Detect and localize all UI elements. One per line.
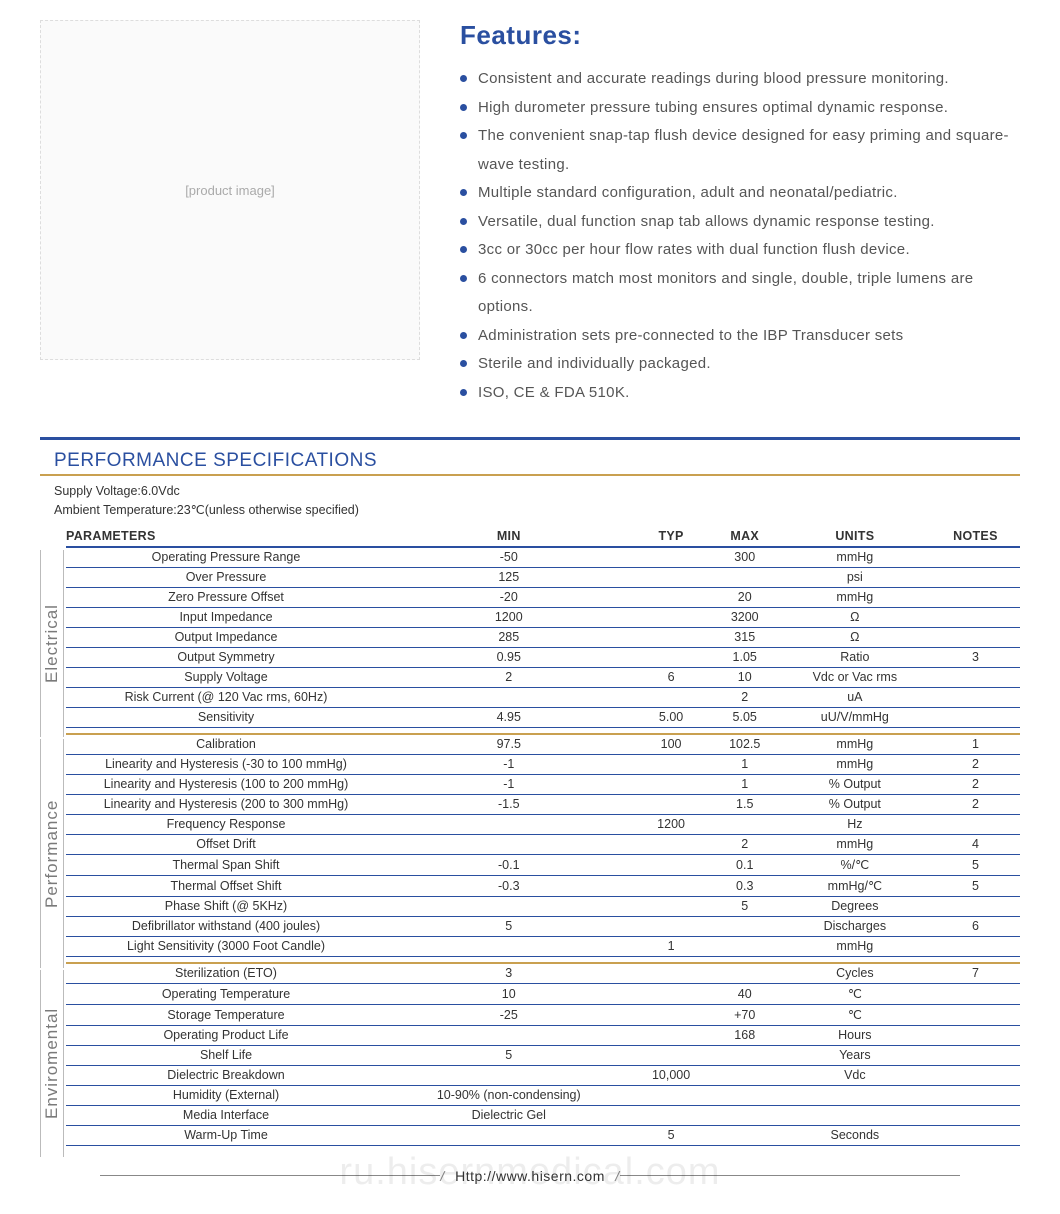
table-row: Dielectric Breakdown10,000Vdc — [66, 1065, 1020, 1085]
table-row: Zero Pressure Offset-2020mmHg — [66, 587, 1020, 607]
spec-title: PERFORMANCE SPECIFICATIONS — [40, 444, 1020, 476]
spec-section: PERFORMANCE SPECIFICATIONS Supply Voltag… — [40, 437, 1020, 1146]
group-label-performance: Performance — [40, 739, 64, 968]
features-title: Features: — [460, 20, 1020, 51]
table-row: Sensitivity4.955.005.05uU/V/mmHg — [66, 707, 1020, 727]
table-row: Media InterfaceDielectric Gel — [66, 1105, 1020, 1125]
table-row: Light Sensitivity (3000 Foot Candle)1mmH… — [66, 936, 1020, 956]
table-row: Thermal Offset Shift-0.30.3mmHg/℃5 — [66, 875, 1020, 896]
feature-item: Consistent and accurate readings during … — [460, 65, 1020, 94]
col-typ: TYP — [632, 526, 711, 547]
table-row: Shelf Life5Years — [66, 1045, 1020, 1065]
group-label-enviromental: Enviromental — [40, 970, 64, 1157]
table-row: Input Impedance12003200Ω — [66, 607, 1020, 627]
product-image: [product image] — [40, 20, 420, 360]
feature-item: Multiple standard configuration, adult a… — [460, 179, 1020, 208]
footer-line-left — [100, 1175, 440, 1176]
spec-table: PARAMETERSMINTYPMAXUNITSNOTESOperating P… — [66, 526, 1020, 1146]
table-row: Supply Voltage2610Vdc or Vac rms — [66, 667, 1020, 687]
features-block: Features: Consistent and accurate readin… — [460, 20, 1020, 407]
footer-url: Http://www.hisern.com — [455, 1168, 605, 1184]
table-row: Over Pressure125psi — [66, 567, 1020, 587]
table-row: Linearity and Hysteresis (100 to 200 mmH… — [66, 774, 1020, 794]
footer: / Http://www.hisern.com / — [40, 1164, 1020, 1214]
table-row: Phase Shift (@ 5KHz)5Degrees — [66, 896, 1020, 916]
table-row: Operating Product Life168Hours — [66, 1025, 1020, 1045]
feature-item: High durometer pressure tubing ensures o… — [460, 94, 1020, 123]
table-row: Output Impedance285315Ω — [66, 627, 1020, 647]
feature-item: Sterile and individually packaged. — [460, 350, 1020, 379]
table-row: Output Symmetry0.951.05Ratio3 — [66, 647, 1020, 667]
table-row: Linearity and Hysteresis (200 to 300 mmH… — [66, 794, 1020, 814]
col-min: MIN — [386, 526, 632, 547]
table-row: Linearity and Hysteresis (-30 to 100 mmH… — [66, 754, 1020, 774]
table-row: Humidity (External)10-90% (non-condensin… — [66, 1085, 1020, 1105]
feature-item: The convenient snap-tap flush device des… — [460, 122, 1020, 179]
feature-item: ISO, CE & FDA 510K. — [460, 379, 1020, 408]
table-row: Frequency Response1200Hz — [66, 814, 1020, 834]
table-row: Operating Temperature1040℃ — [66, 983, 1020, 1004]
col-parameters: PARAMETERS — [66, 526, 386, 547]
feature-item: 6 connectors match most monitors and sin… — [460, 265, 1020, 322]
features-list: Consistent and accurate readings during … — [460, 65, 1020, 407]
footer-slash-icon: / — [440, 1168, 444, 1184]
spec-table-wrap: ElectricalPerformanceEnviromentalPARAMET… — [40, 526, 1020, 1146]
group-label-electrical: Electrical — [40, 550, 64, 737]
table-row: Calibration97.5100102.5mmHg1 — [66, 734, 1020, 755]
table-row: Offset Drift2mmHg4 — [66, 834, 1020, 854]
table-row: Operating Pressure Range-50300mmHg — [66, 547, 1020, 568]
table-row: Risk Current (@ 120 Vac rms, 60Hz)2uA — [66, 687, 1020, 707]
col-notes: NOTES — [931, 526, 1020, 547]
footer-line-right — [620, 1175, 960, 1176]
spec-meta-voltage: Supply Voltage:6.0Vdc — [54, 482, 1020, 501]
top-section: [product image] Features: Consistent and… — [0, 0, 1060, 437]
footer-slash-icon: / — [615, 1168, 619, 1184]
spec-meta-temp: Ambient Temperature:23℃(unless otherwise… — [54, 501, 1020, 520]
table-row: Storage Temperature-25+70℃ — [66, 1004, 1020, 1025]
spec-meta: Supply Voltage:6.0Vdc Ambient Temperatur… — [40, 476, 1020, 520]
table-row: Defibrillator withstand (400 joules)5Dis… — [66, 916, 1020, 936]
table-row: Sterilization (ETO)3Cycles7 — [66, 963, 1020, 984]
feature-item: Administration sets pre-connected to the… — [460, 322, 1020, 351]
feature-item: 3cc or 30cc per hour flow rates with dua… — [460, 236, 1020, 265]
col-units: UNITS — [779, 526, 931, 547]
table-row: Warm-Up Time5Seconds — [66, 1125, 1020, 1145]
col-max: MAX — [711, 526, 779, 547]
feature-item: Versatile, dual function snap tab allows… — [460, 208, 1020, 237]
table-row: Thermal Span Shift-0.10.1%/℃5 — [66, 854, 1020, 875]
